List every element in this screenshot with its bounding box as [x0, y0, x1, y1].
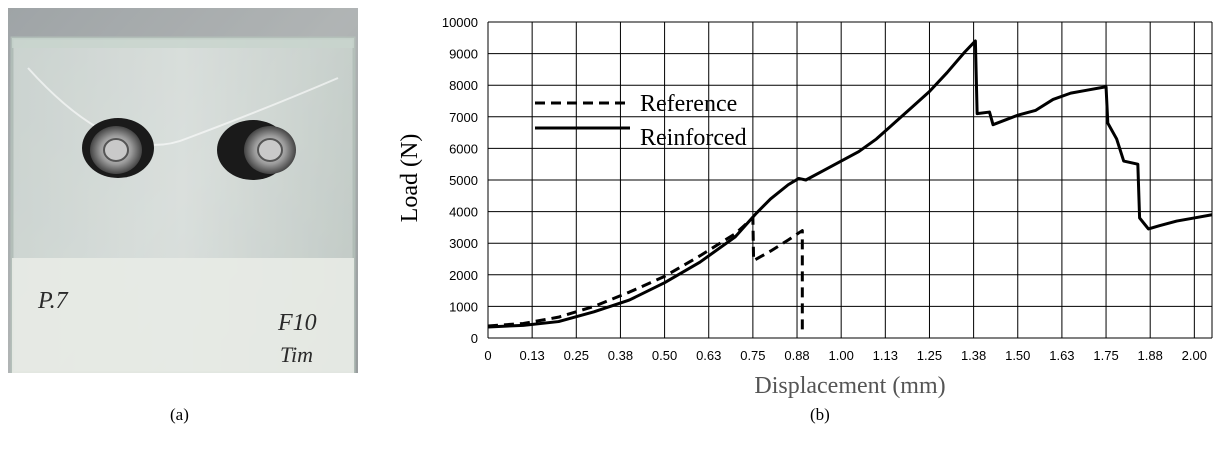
x-tick-label: 1.50 — [1005, 348, 1030, 363]
specimen-photo-drawing: P.7 F10 Tim — [8, 8, 358, 375]
x-tick-label: 1.13 — [873, 348, 898, 363]
x-tick-label: 1.88 — [1138, 348, 1163, 363]
caption-a: (a) — [170, 405, 189, 424]
x-tick-label: 0.25 — [564, 348, 589, 363]
x-tick-labels: 0 0.13 0.25 0.38 0.50 0.63 0.75 0.88 1.00 1.13 1.2… — [484, 348, 1207, 363]
y-axis-label: Load (N) — [397, 134, 423, 223]
legend: Reference Reinforced — [535, 91, 747, 151]
y-tick-labels: 0 1000 2000 3000 4000 5000 6000 7000 8000 9000 100… — [442, 15, 478, 346]
x-tick-label: 0.88 — [784, 348, 809, 363]
y-tick-label: 2000 — [449, 268, 478, 283]
series-line-reinforced — [487, 39, 1213, 329]
load-displacement-chart: 0 1000 2000 3000 4000 5000 6000 7000 8000 9000 100… — [395, 0, 1213, 448]
x-tick-label: 0.50 — [652, 348, 677, 363]
specimen-photo: P.7 F10 Tim — [8, 8, 358, 375]
y-tick-label: 7000 — [449, 110, 478, 125]
series-line-reference — [487, 216, 804, 332]
y-tick-label: 1000 — [449, 299, 478, 314]
y-tick-label: 0 — [471, 331, 478, 346]
caption-b: (b) — [810, 405, 830, 424]
legend-reference-label: Reference — [640, 91, 737, 117]
right-bolt-icon — [217, 120, 296, 180]
photo-label-right-1: F10 — [277, 310, 317, 336]
y-tick-label: 9000 — [449, 47, 478, 62]
x-tick-label: 0.75 — [740, 348, 765, 363]
x-axis-label: Displacement (mm) — [754, 373, 945, 399]
x-tick-label: 1.75 — [1093, 348, 1118, 363]
y-tick-label: 5000 — [449, 173, 478, 188]
x-tick-label: 1.38 — [961, 348, 986, 363]
y-tick-label: 4000 — [449, 205, 478, 220]
y-tick-label: 8000 — [449, 78, 478, 93]
photo-label-right-2: Tim — [280, 342, 313, 367]
x-tick-label: 0.63 — [696, 348, 721, 363]
x-tick-label: 0.13 — [519, 348, 544, 363]
x-tick-label: 1.00 — [829, 348, 854, 363]
photo-label-left: P.7 — [37, 288, 69, 314]
legend-reinforced-label: Reinforced — [640, 125, 747, 151]
paper-label — [12, 258, 354, 373]
x-tick-label: 2.00 — [1182, 348, 1207, 363]
series-lines — [487, 39, 1213, 332]
y-tick-label: 6000 — [449, 141, 478, 156]
y-tick-label: 10000 — [442, 15, 478, 30]
chart-svg: 0 1000 2000 3000 4000 5000 6000 7000 8000 9000 100… — [397, 15, 1213, 399]
x-tick-label: 1.25 — [917, 348, 942, 363]
x-tick-label: 0.38 — [608, 348, 633, 363]
left-bolt-icon — [82, 118, 154, 178]
x-tick-label: 1.63 — [1049, 348, 1074, 363]
x-tick-label: 0 — [484, 348, 491, 363]
grid — [487, 21, 1213, 339]
y-tick-label: 3000 — [449, 236, 478, 251]
